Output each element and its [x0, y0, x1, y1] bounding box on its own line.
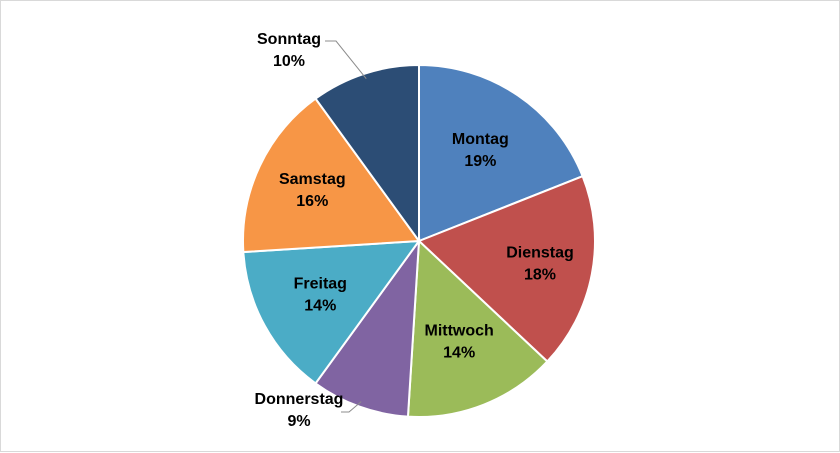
slice-name-montag: Montag	[452, 131, 509, 148]
slice-name-mittwoch: Mittwoch	[425, 323, 494, 340]
slice-label-donnerstag: Donnerstag 9%	[255, 391, 344, 430]
slice-label-samstag: Samstag 16%	[279, 171, 346, 210]
leader-line-sonntag	[325, 40, 367, 79]
slice-name-samstag: Samstag	[279, 171, 346, 188]
slice-freitag	[242, 239, 422, 385]
slice-percent-donnerstag: 9%	[287, 413, 310, 430]
slice-name-donnerstag: Donnerstag	[255, 391, 344, 408]
slice-dienstag	[417, 174, 596, 363]
slice-percent-mittwoch: 14%	[443, 345, 475, 362]
slice-donnerstag	[314, 237, 421, 418]
leader-line-donnerstag	[341, 401, 362, 413]
slice-label-mittwoch: Mittwoch 14%	[425, 323, 494, 362]
slice-name-dienstag: Dienstag	[506, 244, 574, 261]
slice-percent-freitag: 14%	[304, 297, 336, 314]
slice-montag	[418, 63, 584, 243]
slice-sonntag	[314, 63, 420, 245]
slice-percent-samstag: 16%	[296, 193, 328, 210]
slice-label-dienstag: Dienstag 18%	[506, 244, 574, 283]
slice-mittwoch	[406, 238, 549, 418]
slice-samstag	[242, 97, 421, 254]
slice-label-freitag: Freitag 14%	[294, 275, 347, 314]
slice-label-montag: Montag 19%	[452, 131, 509, 170]
slice-name-sonntag: Sonntag	[257, 31, 321, 48]
slice-percent-sonntag: 10%	[273, 53, 305, 70]
slice-label-sonntag: Sonntag 10%	[257, 31, 321, 70]
slice-name-freitag: Freitag	[294, 275, 347, 292]
slice-percent-dienstag: 18%	[524, 266, 556, 283]
slice-percent-montag: 19%	[464, 153, 496, 170]
